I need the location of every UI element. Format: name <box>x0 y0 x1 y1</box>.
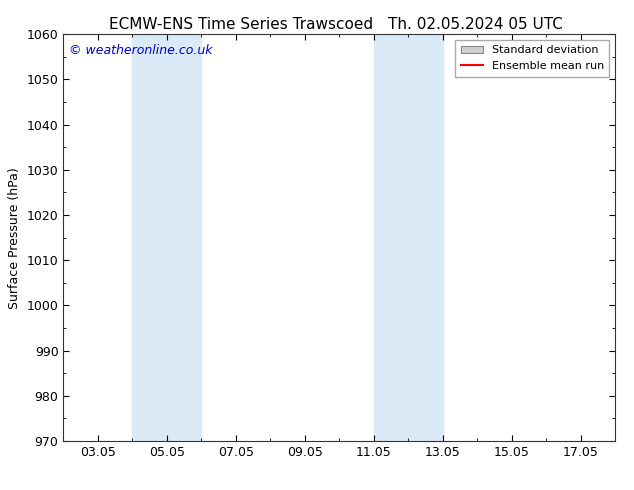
Bar <box>133 34 202 441</box>
Text: Th. 02.05.2024 05 UTC: Th. 02.05.2024 05 UTC <box>388 17 563 32</box>
Bar <box>373 34 443 441</box>
Text: © weatheronline.co.uk: © weatheronline.co.uk <box>69 45 212 57</box>
Y-axis label: Surface Pressure (hPa): Surface Pressure (hPa) <box>8 167 21 309</box>
Text: ECMW-ENS Time Series Trawscoed: ECMW-ENS Time Series Trawscoed <box>109 17 373 32</box>
Legend: Standard deviation, Ensemble mean run: Standard deviation, Ensemble mean run <box>455 40 609 76</box>
